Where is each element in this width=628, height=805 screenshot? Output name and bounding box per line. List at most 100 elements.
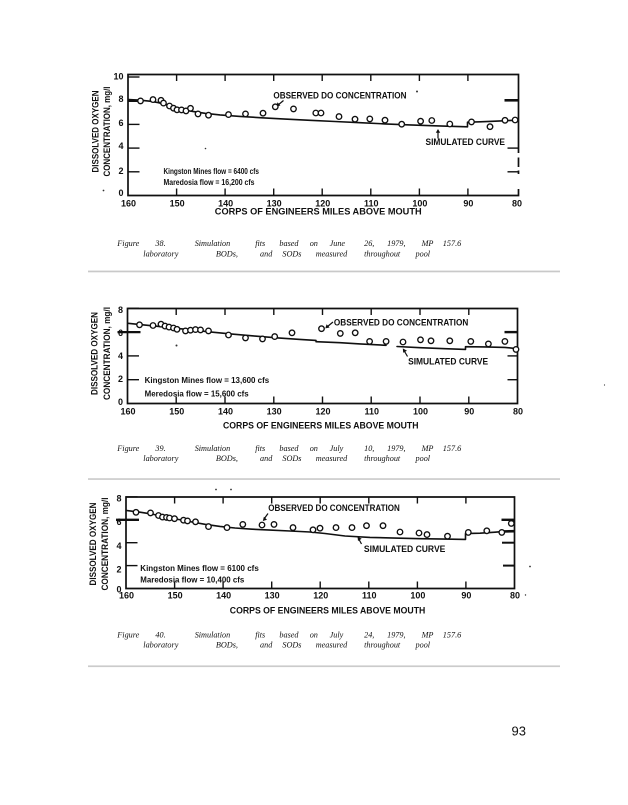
svg-text:90: 90: [463, 199, 473, 209]
svg-text:based: based: [279, 444, 299, 453]
svg-text:2: 2: [118, 374, 123, 384]
svg-text:Maredosia flow = 16,200 cfs: Maredosia flow = 16,200 cfs: [164, 178, 256, 187]
svg-text:Figure: Figure: [116, 630, 139, 639]
svg-text:SODs: SODs: [282, 454, 301, 463]
svg-text:laboratory: laboratory: [143, 249, 178, 258]
svg-text:Simulation: Simulation: [195, 444, 230, 453]
svg-text:150: 150: [168, 591, 183, 601]
svg-text:90: 90: [461, 591, 471, 601]
svg-text:BODs,: BODs,: [216, 249, 238, 258]
svg-text:150: 150: [170, 199, 185, 209]
svg-text:Kingston Mines flow = 6400 cfs: Kingston Mines flow = 6400 cfs: [164, 167, 260, 176]
svg-text:Meredosia flow = 15,600 cfs: Meredosia flow = 15,600 cfs: [145, 389, 250, 398]
svg-text:SIMULATED CURVE: SIMULATED CURVE: [408, 356, 488, 366]
svg-text:July: July: [330, 630, 344, 639]
svg-text:150: 150: [169, 407, 184, 417]
svg-text:throughout: throughout: [364, 641, 401, 650]
svg-text:OBSERVED DO CONCENTRATION: OBSERVED DO CONCENTRATION: [334, 317, 468, 327]
svg-text:on: on: [310, 239, 318, 248]
svg-text:0: 0: [118, 397, 123, 407]
svg-text:140: 140: [218, 407, 233, 417]
svg-text:measured: measured: [316, 641, 348, 650]
svg-text:MP: MP: [421, 630, 434, 639]
svg-text:CORPS OF ENGINEERS MILES ABOVE: CORPS OF ENGINEERS MILES ABOVE MOUTH: [215, 207, 422, 217]
svg-text:and: and: [260, 454, 273, 463]
svg-text:26,: 26,: [364, 239, 374, 248]
svg-text:80: 80: [510, 591, 520, 601]
svg-text:pool: pool: [415, 641, 431, 650]
svg-text:4: 4: [118, 351, 123, 361]
svg-text:38.: 38.: [154, 239, 165, 248]
svg-text:160: 160: [121, 199, 136, 209]
svg-text:100: 100: [413, 407, 428, 417]
svg-text:DISSOLVED OXYGEN: DISSOLVED OXYGEN: [90, 312, 100, 395]
svg-text:laboratory: laboratory: [143, 454, 178, 463]
svg-text:OBSERVED DO CONCENTRATION: OBSERVED DO CONCENTRATION: [273, 90, 406, 100]
svg-text:160: 160: [120, 407, 135, 417]
svg-text:SODs: SODs: [282, 641, 301, 650]
svg-text:Simulation: Simulation: [195, 630, 230, 639]
svg-text:80: 80: [513, 407, 523, 417]
svg-text:0: 0: [118, 188, 123, 198]
svg-text:8: 8: [116, 494, 121, 504]
svg-text:80: 80: [512, 199, 522, 209]
svg-text:6: 6: [116, 517, 121, 527]
svg-text:fits: fits: [255, 239, 265, 248]
svg-text:4: 4: [116, 541, 121, 551]
svg-text:8: 8: [118, 305, 123, 315]
svg-text:6: 6: [118, 328, 123, 338]
svg-text:based: based: [279, 239, 299, 248]
svg-text:BODs,: BODs,: [216, 641, 238, 650]
svg-text:Kingston Mines flow = 6100 cfs: Kingston Mines flow = 6100 cfs: [140, 564, 259, 573]
svg-text:OBSERVED DO CONCENTRATION: OBSERVED DO CONCENTRATION: [268, 503, 400, 513]
svg-text:8: 8: [118, 94, 123, 104]
svg-text:Figure: Figure: [116, 444, 139, 453]
svg-text:CORPS OF ENGINEERS MILES ABOVE: CORPS OF ENGINEERS MILES ABOVE MOUTH: [230, 606, 425, 616]
svg-text:90: 90: [464, 407, 474, 417]
svg-text:40.: 40.: [155, 630, 165, 639]
svg-text:110: 110: [362, 591, 377, 601]
svg-text:measured: measured: [316, 454, 348, 463]
svg-text:SIMULATED CURVE: SIMULATED CURVE: [364, 544, 446, 554]
svg-text:fits: fits: [255, 630, 265, 639]
svg-text:CONCENTRATION, mg/l: CONCENTRATION, mg/l: [102, 307, 112, 400]
svg-text:MP: MP: [421, 239, 434, 248]
svg-text:120: 120: [313, 591, 328, 601]
svg-text:1979,: 1979,: [387, 630, 405, 639]
svg-text:BODs,: BODs,: [216, 454, 238, 463]
svg-text:130: 130: [265, 591, 280, 601]
svg-text:157.6: 157.6: [443, 444, 462, 453]
svg-text:93: 93: [512, 723, 526, 738]
svg-text:1979,: 1979,: [387, 239, 405, 248]
svg-text:130: 130: [267, 407, 282, 417]
svg-text:160: 160: [119, 591, 134, 601]
svg-text:Figure: Figure: [116, 239, 139, 248]
svg-text:based: based: [279, 630, 299, 639]
svg-text:6: 6: [118, 118, 123, 128]
svg-text:throughout: throughout: [364, 249, 401, 258]
svg-text:on: on: [310, 444, 318, 453]
svg-text:DISSOLVED OXYGEN: DISSOLVED OXYGEN: [88, 503, 98, 586]
svg-text:SODs: SODs: [282, 249, 301, 258]
svg-text:pool: pool: [415, 454, 431, 463]
svg-text:157.6: 157.6: [443, 630, 462, 639]
svg-text:4: 4: [118, 141, 123, 151]
svg-text:2: 2: [118, 166, 123, 176]
svg-text:June: June: [330, 239, 346, 248]
svg-text:July: July: [330, 444, 344, 453]
svg-text:throughout: throughout: [364, 454, 401, 463]
svg-text:and: and: [260, 249, 273, 258]
svg-text:and: and: [260, 641, 273, 650]
svg-text:2: 2: [116, 564, 121, 574]
svg-text:10: 10: [113, 71, 123, 81]
svg-text:140: 140: [216, 591, 231, 601]
svg-text:on: on: [310, 630, 318, 639]
svg-text:CORPS OF ENGINEERS MILES ABOVE: CORPS OF ENGINEERS MILES ABOVE MOUTH: [223, 420, 419, 430]
svg-text:CONCENTRATION, mg/l: CONCENTRATION, mg/l: [102, 87, 112, 177]
svg-text:Maredosia flow = 10,400 cfs: Maredosia flow = 10,400 cfs: [140, 575, 245, 584]
svg-text:157.6: 157.6: [443, 239, 462, 248]
svg-text:measured: measured: [316, 249, 348, 258]
svg-text:pool: pool: [415, 249, 431, 258]
svg-text:Kingston Mines flow = 13,600 c: Kingston Mines flow = 13,600 cfs: [145, 376, 270, 385]
svg-text:24,: 24,: [364, 630, 374, 639]
